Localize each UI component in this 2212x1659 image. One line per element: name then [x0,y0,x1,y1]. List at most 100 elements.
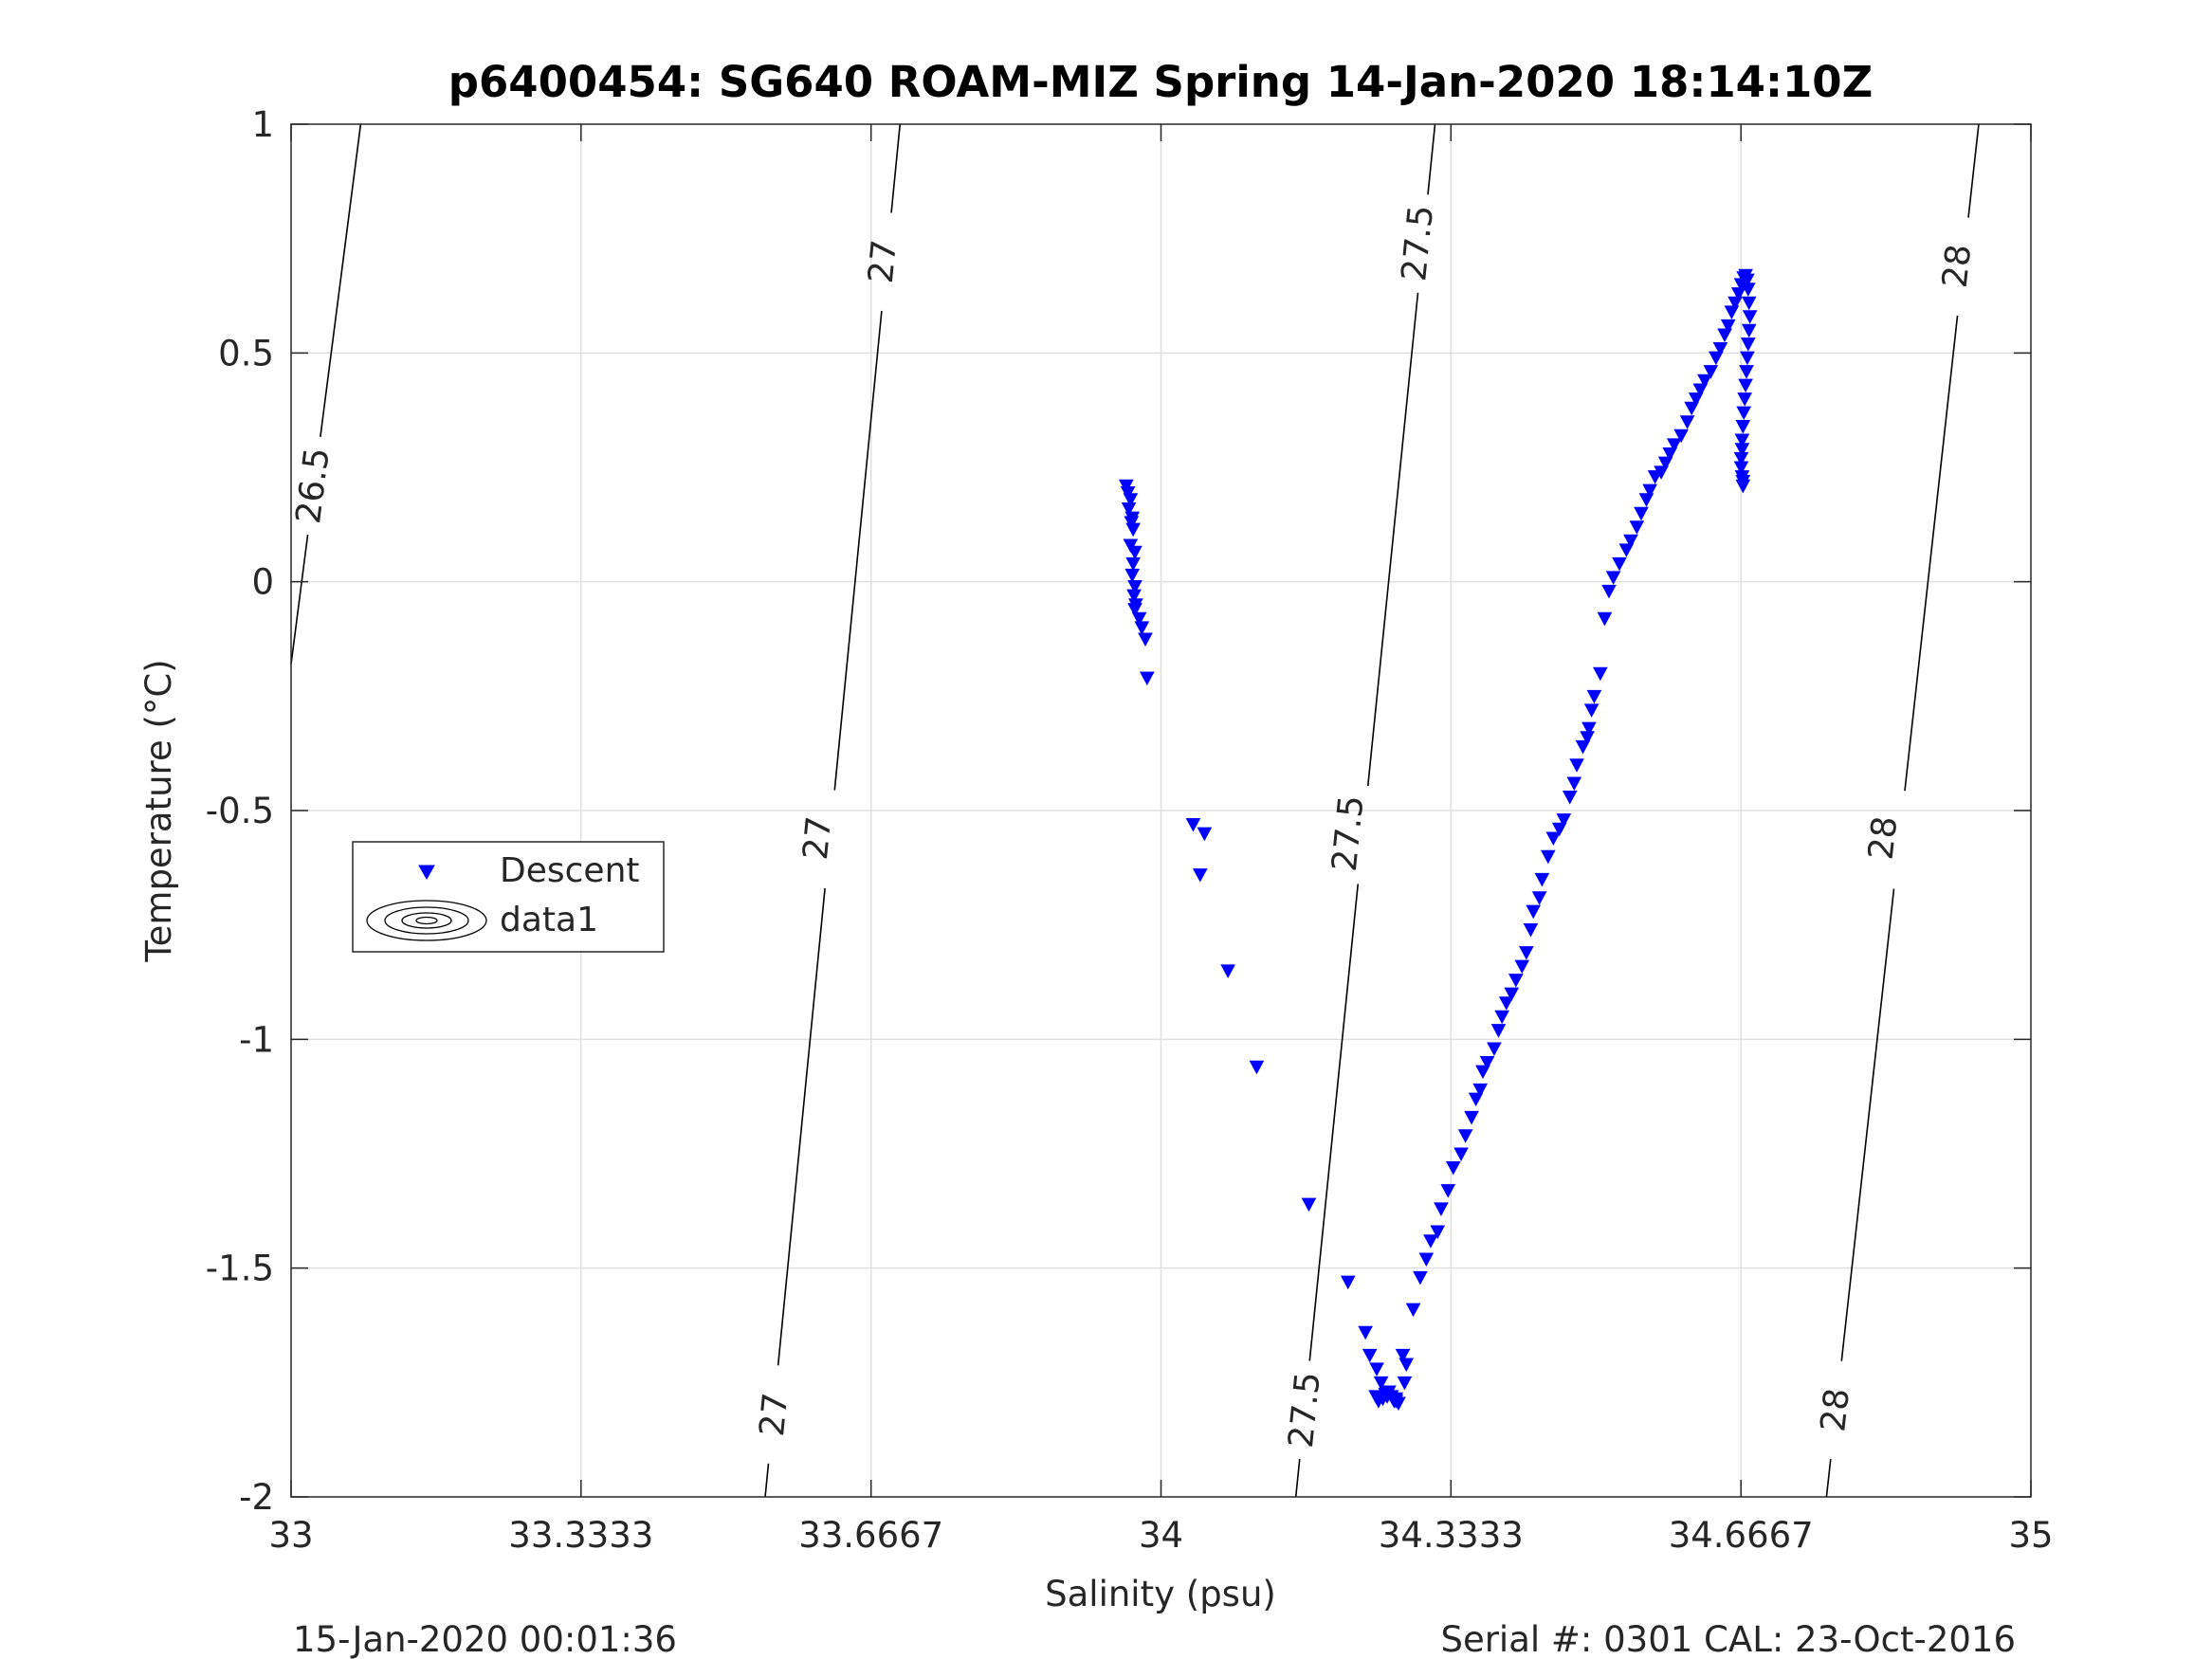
descent-point [1475,1065,1490,1080]
x-tick-label: 35 [2008,1515,2053,1556]
descent-point [1742,310,1758,324]
contour-label: 26.5 [289,446,338,526]
legend-descent-marker [418,865,435,881]
y-tick-label: -1.5 [206,1249,274,1289]
descent-point [1388,1392,1404,1407]
descent-point [1526,904,1542,920]
descent-point [1734,433,1750,448]
descent-point [1551,822,1567,837]
descent-point [1127,545,1143,560]
y-tick-label: 0.5 [218,333,274,374]
descent-point [1508,974,1524,988]
descent-point [1540,849,1556,865]
descent-point [1534,872,1550,887]
contour-line [1308,884,1360,1361]
y-tick-label: 1 [251,104,274,145]
x-tick-label: 34.6667 [1669,1515,1814,1556]
descent-point [1121,501,1137,517]
contour-line [833,310,883,791]
descent-point [1673,428,1690,444]
descent-point [1634,506,1649,521]
contour-label: 27 [862,238,905,285]
contour-line [320,123,362,438]
descent-point [1457,1129,1473,1143]
descent-point [1397,1376,1413,1391]
footer-serial: Serial #: 0301 CAL: 23-Oct-2016 [1440,1619,2016,1659]
descent-point [1185,817,1201,832]
contour-line [1825,1458,1832,1498]
descent-point [1413,1270,1428,1285]
descent-point [1688,392,1704,407]
contour-line [777,887,826,1366]
y-tick-label: -1 [239,1019,274,1060]
descent-point [1586,689,1602,704]
y-tick-label: -2 [239,1477,274,1518]
descent-point [1697,374,1712,389]
descent-point [1720,319,1736,334]
descent-point [1139,671,1155,686]
contour-label: 28 [1862,814,1906,862]
contour-line [764,1463,770,1498]
descent-point [1566,776,1582,792]
descent-point [1737,392,1752,407]
descent-point [1472,1083,1489,1098]
legend: Descent data1 [352,841,665,953]
descent-point [1736,406,1752,421]
contour-label: 27.5 [1282,1370,1328,1449]
descent-point [1430,1225,1446,1240]
legend-descent-label: Descent [500,851,640,890]
descent-point [1733,451,1749,466]
descent-point [1654,465,1669,480]
descent-point [1120,486,1136,501]
descent-point [1709,351,1724,366]
legend-contour-icon [366,900,487,941]
descent-point [1597,611,1613,627]
descent-point [1301,1197,1317,1212]
contour-line [1840,888,1895,1361]
descent-point [1479,1055,1495,1070]
descent-point [1192,868,1208,883]
descent-point [1369,1362,1384,1376]
descent-point [1340,1275,1356,1290]
descent-point [1378,1387,1394,1402]
descent-point [1575,739,1591,755]
contour-line [1967,123,1980,218]
contour-label: 27.5 [1325,793,1372,873]
x-tick-label: 33 [268,1515,313,1556]
descent-point [1468,1092,1484,1107]
descent-point [1504,987,1520,1002]
descent-point [1373,1376,1389,1391]
descent-point [1494,1010,1509,1025]
descent-point [1569,758,1584,773]
descent-point [1738,378,1753,393]
descent-point [1623,534,1638,549]
descent-point [1125,556,1141,572]
descent-point [1692,383,1709,398]
descent-point [1666,438,1682,452]
descent-point [1642,483,1657,499]
descent-point [1739,365,1754,379]
descent-point [1445,1160,1461,1176]
descent-point [1395,1348,1411,1363]
contour-line [1427,123,1436,195]
descent-point [1440,1184,1456,1198]
descent-point [1581,721,1597,737]
descent-point [1131,611,1147,627]
descent-point [1123,538,1139,554]
descent-point [1605,571,1621,585]
descent-point [1126,589,1142,604]
descent-point [1612,556,1627,572]
descent-point [1740,351,1755,366]
descent-point [1545,831,1562,847]
descent-point [1127,579,1143,594]
descent-point [1125,522,1141,538]
contour-label: 27.5 [1395,204,1441,283]
descent-point [1434,1202,1449,1216]
contour-line [290,534,309,665]
descent-point [1703,365,1719,379]
descent-point [1249,1060,1265,1075]
x-tick-label: 33.6667 [798,1515,943,1556]
legend-data1-label: data1 [500,901,598,939]
contour-label: 28 [1936,243,1980,290]
